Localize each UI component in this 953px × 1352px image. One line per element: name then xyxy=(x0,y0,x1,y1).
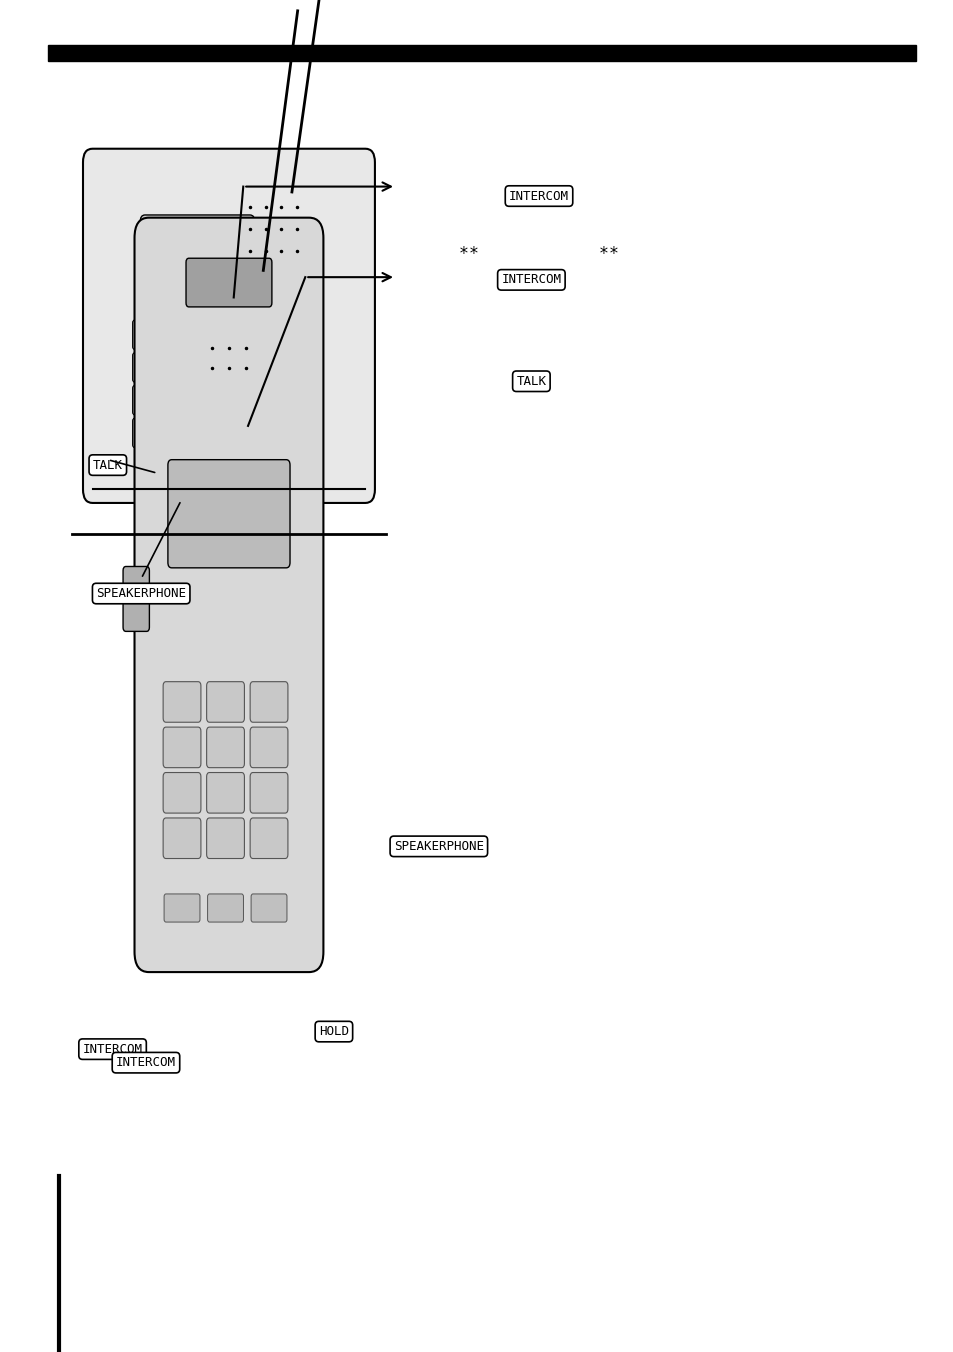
FancyBboxPatch shape xyxy=(207,818,244,859)
Text: INTERCOM: INTERCOM xyxy=(83,1042,142,1056)
Text: INTERCOM: INTERCOM xyxy=(501,273,560,287)
Text: SPEAKERPHONE: SPEAKERPHONE xyxy=(394,840,483,853)
FancyBboxPatch shape xyxy=(207,727,244,768)
FancyBboxPatch shape xyxy=(167,418,197,448)
Text: INTERCOM: INTERCOM xyxy=(509,189,568,203)
FancyBboxPatch shape xyxy=(202,418,232,448)
FancyBboxPatch shape xyxy=(202,320,232,349)
FancyBboxPatch shape xyxy=(202,385,232,415)
FancyBboxPatch shape xyxy=(250,772,288,813)
FancyBboxPatch shape xyxy=(140,215,254,303)
FancyBboxPatch shape xyxy=(168,460,290,568)
FancyBboxPatch shape xyxy=(207,681,244,722)
Text: TALK: TALK xyxy=(516,375,546,388)
FancyBboxPatch shape xyxy=(186,258,272,307)
FancyBboxPatch shape xyxy=(163,727,201,768)
Text: SPEAKERPHONE: SPEAKERPHONE xyxy=(96,587,186,600)
FancyBboxPatch shape xyxy=(207,772,244,813)
FancyBboxPatch shape xyxy=(132,418,162,448)
FancyBboxPatch shape xyxy=(250,727,288,768)
FancyBboxPatch shape xyxy=(208,894,243,922)
FancyBboxPatch shape xyxy=(163,772,201,813)
FancyBboxPatch shape xyxy=(167,353,197,383)
FancyBboxPatch shape xyxy=(132,385,162,415)
FancyBboxPatch shape xyxy=(132,320,162,349)
FancyBboxPatch shape xyxy=(123,566,150,631)
Text: TALK: TALK xyxy=(92,458,123,472)
FancyBboxPatch shape xyxy=(251,894,287,922)
FancyBboxPatch shape xyxy=(167,320,197,349)
FancyBboxPatch shape xyxy=(163,681,201,722)
FancyBboxPatch shape xyxy=(163,818,201,859)
FancyBboxPatch shape xyxy=(132,353,162,383)
Text: INTERCOM: INTERCOM xyxy=(116,1056,175,1069)
Bar xyxy=(48,45,915,61)
Text: HOLD: HOLD xyxy=(318,1025,349,1038)
FancyBboxPatch shape xyxy=(250,681,288,722)
FancyBboxPatch shape xyxy=(202,353,232,383)
Text: **            **: ** ** xyxy=(458,245,618,264)
FancyBboxPatch shape xyxy=(164,894,200,922)
FancyBboxPatch shape xyxy=(167,385,197,415)
FancyBboxPatch shape xyxy=(250,818,288,859)
FancyBboxPatch shape xyxy=(83,149,375,503)
FancyBboxPatch shape xyxy=(134,218,323,972)
